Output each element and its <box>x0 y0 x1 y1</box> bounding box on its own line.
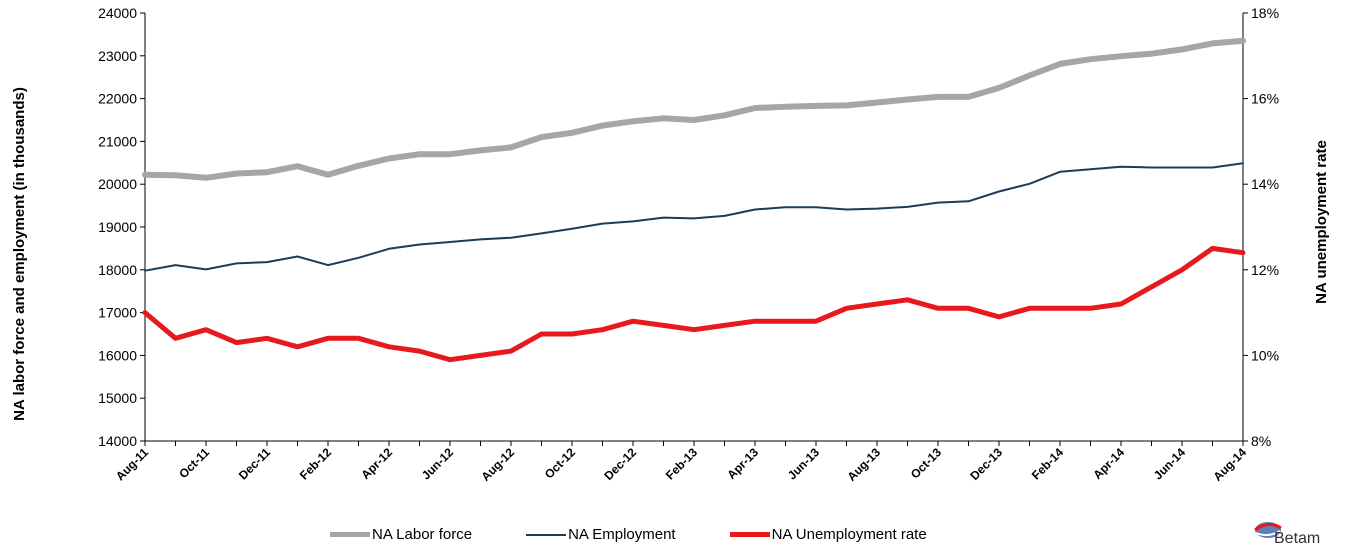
legend-swatch-labor-force <box>330 532 370 537</box>
logo-swoosh-icon <box>1254 522 1282 538</box>
series-line-na-unemployment-rate <box>142 245 1246 363</box>
y-tick-label: 23000 <box>98 48 137 64</box>
series-layer <box>142 37 1246 363</box>
y-tick-label: 24000 <box>98 5 137 21</box>
legend-item-unemployment-rate: NA Unemployment rate <box>729 526 927 543</box>
y2-tick-label: 14% <box>1251 176 1279 192</box>
y-tick-label: 19000 <box>98 219 137 235</box>
series-line-na-employment <box>144 162 1244 272</box>
x-tick-label: Jun-12 <box>419 445 456 482</box>
x-tick-label: Feb-13 <box>663 445 700 482</box>
logo-text: Betam <box>1274 530 1321 547</box>
x-tick-label: Aug-11 <box>113 445 151 483</box>
legend-label-unemployment-rate: NA Unemployment rate <box>771 526 927 543</box>
y2-tick-label: 8% <box>1251 433 1271 449</box>
y-tick-label: 20000 <box>98 176 137 192</box>
y-tick-label: 15000 <box>98 390 137 406</box>
x-tick-label: Dec-13 <box>967 445 1005 483</box>
x-tick-label: Feb-14 <box>1029 445 1066 482</box>
x-tick-label: Aug-13 <box>844 445 883 484</box>
legend-item-employment: NA Employment <box>526 526 676 543</box>
x-tick-label: Aug-14 <box>1210 445 1249 484</box>
y-tick-label: 18000 <box>98 262 137 278</box>
y-axis-title: NA labor force and employment (in thousa… <box>11 87 28 421</box>
betam-logo: Betam <box>1252 518 1342 550</box>
x-tick-label: Dec-12 <box>601 445 639 483</box>
x-tick-label: Oct-11 <box>176 445 212 481</box>
y2-axis-title: NA unemployment rate <box>1313 140 1330 304</box>
x-tick-label: Apr-13 <box>724 445 761 482</box>
series-line-na-labor-force <box>142 37 1246 181</box>
x-tick-label: Apr-12 <box>358 445 395 482</box>
x-tick-label: Apr-14 <box>1090 445 1127 482</box>
chart-legend: NA Labor force NA Employment NA Unemploy… <box>330 526 927 543</box>
x-tick-label: Jun-14 <box>1151 445 1188 482</box>
x-tick-label: Dec-11 <box>236 445 273 482</box>
x-tick-label: Oct-12 <box>542 445 579 482</box>
chart-axes: 14000 15000 16000 17000 18000 19000 20000 21000… <box>98 5 1279 484</box>
legend-label-labor-force: NA Labor force <box>372 526 473 543</box>
x-tick-label: Jun-13 <box>785 445 822 482</box>
y-tick-label: 21000 <box>98 133 137 149</box>
y-tick-label: 16000 <box>98 347 137 363</box>
y2-tick-label: 12% <box>1251 262 1279 278</box>
y-tick-label: 17000 <box>98 305 137 321</box>
y2-tick-label: 18% <box>1251 5 1279 21</box>
legend-swatch-unemployment-rate <box>729 532 770 537</box>
y2-tick-label: 16% <box>1251 91 1279 107</box>
legend-swatch-employment <box>526 533 567 536</box>
legend-label-employment: NA Employment <box>568 526 676 543</box>
x-tick-label: Aug-12 <box>478 445 517 484</box>
x-tick-label: Feb-12 <box>297 445 334 482</box>
y-tick-label: 22000 <box>98 91 137 107</box>
y2-tick-label: 10% <box>1251 347 1279 363</box>
legend-item-labor-force: NA Labor force <box>330 526 472 543</box>
x-tick-label: Oct-13 <box>908 445 945 482</box>
y-tick-label: 14000 <box>98 433 137 449</box>
